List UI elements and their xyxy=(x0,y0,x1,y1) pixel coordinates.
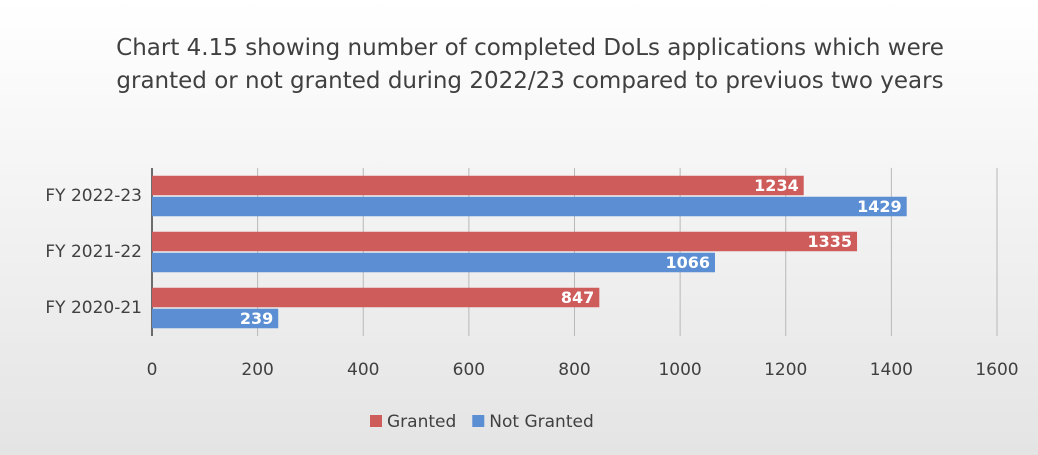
bar xyxy=(152,175,804,196)
value-label: 1066 xyxy=(665,253,710,272)
x-tick-label: 600 xyxy=(453,360,485,380)
bar xyxy=(152,287,600,308)
y-tick-label: FY 2020-21 xyxy=(45,298,142,318)
value-label: 1335 xyxy=(808,232,853,251)
value-label: 239 xyxy=(240,309,273,328)
y-tick-label: FY 2022-23 xyxy=(45,186,142,206)
x-tick-label: 1400 xyxy=(870,360,913,380)
bar xyxy=(152,196,907,217)
y-tick-label: FY 2021-22 xyxy=(45,242,142,262)
x-tick-label: 200 xyxy=(241,360,273,380)
legend-swatch xyxy=(472,415,485,427)
x-tick-label: 800 xyxy=(558,360,590,380)
legend-label: Not Granted xyxy=(489,412,593,432)
value-label: 847 xyxy=(561,288,594,307)
x-tick-label: 400 xyxy=(347,360,379,380)
x-tick-label: 1200 xyxy=(764,360,807,380)
bar xyxy=(152,252,715,273)
value-label: 1234 xyxy=(754,176,799,195)
bar xyxy=(152,308,279,329)
x-tick-label: 1000 xyxy=(658,360,701,380)
chart-title: Chart 4.15 showing number of completed D… xyxy=(116,35,944,94)
legend-label: Granted xyxy=(387,412,456,432)
legend-swatch xyxy=(370,415,382,427)
x-tick-label: 1600 xyxy=(975,360,1018,380)
bar xyxy=(152,231,858,252)
x-tick-label: 0 xyxy=(147,360,158,380)
value-label: 1429 xyxy=(857,197,902,216)
